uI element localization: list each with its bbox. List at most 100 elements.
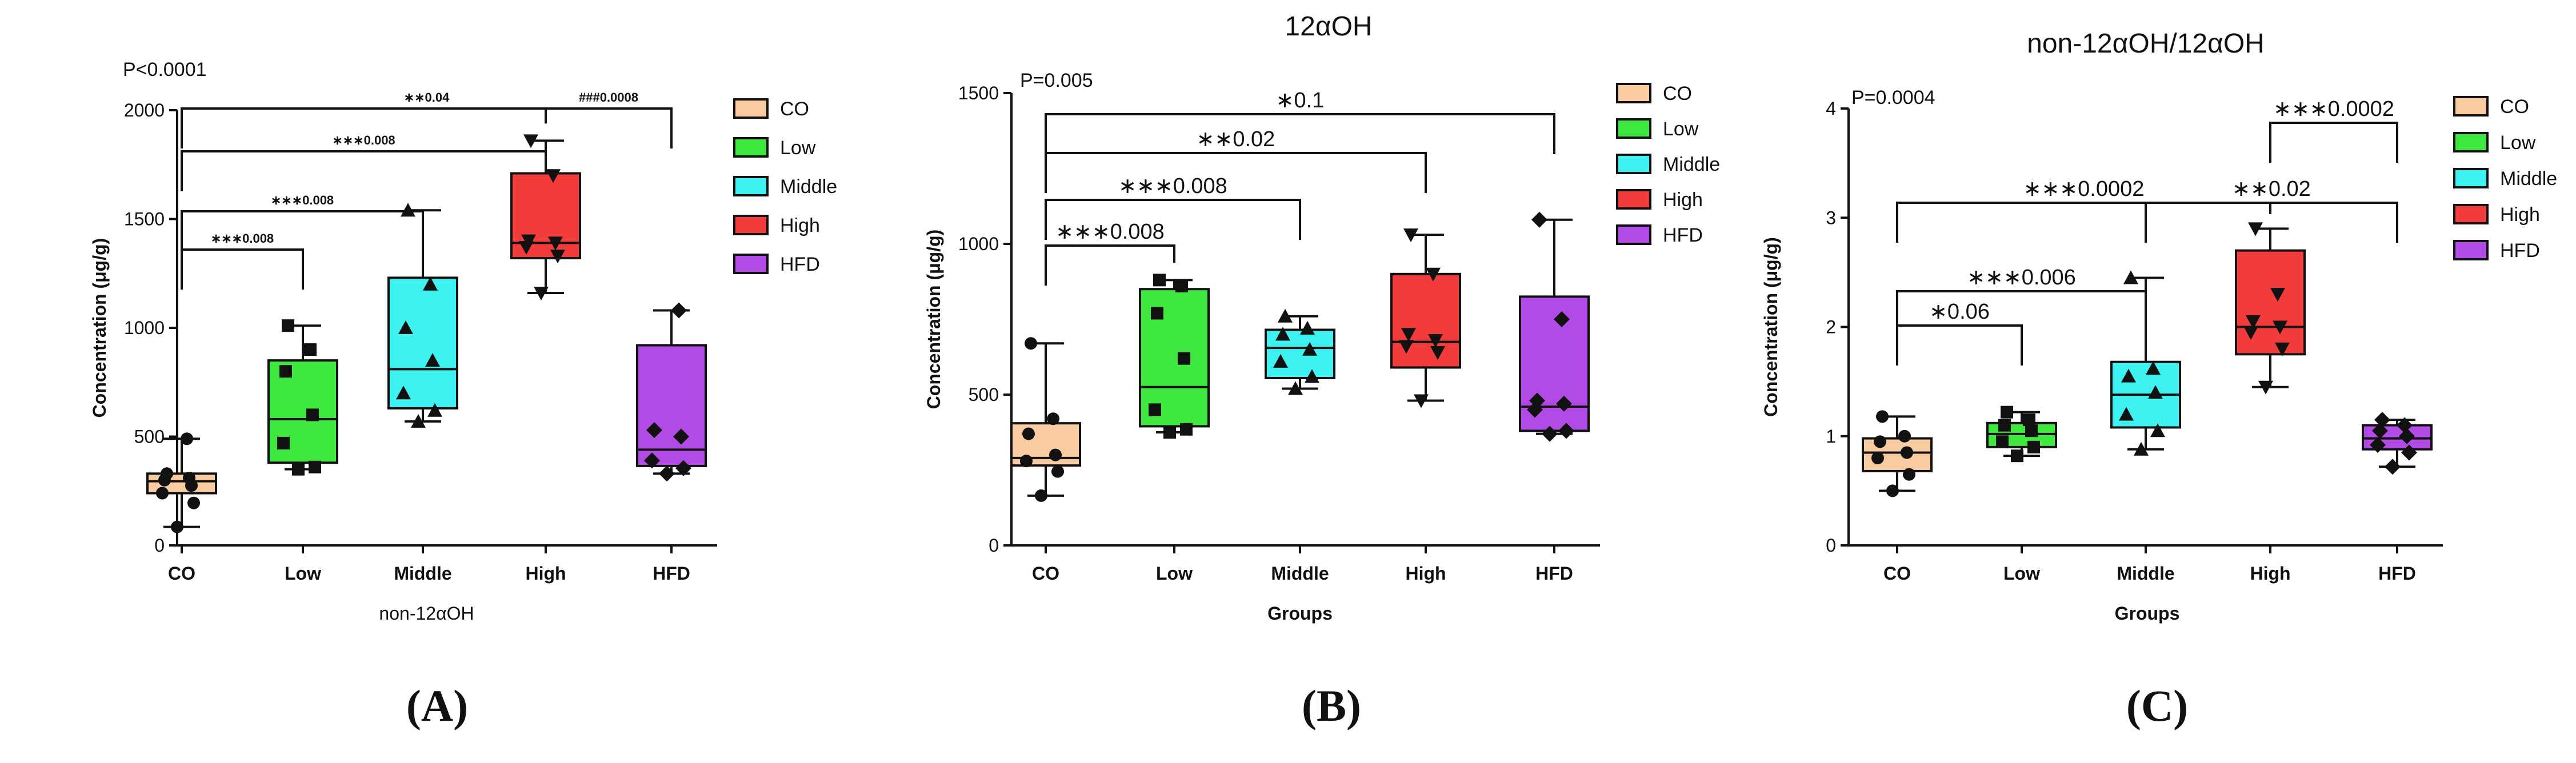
significance-bracket: ∗∗∗0.008 — [181, 133, 547, 191]
legend-swatch — [2453, 96, 2489, 117]
data-point — [523, 134, 538, 148]
data-point — [2385, 459, 2401, 475]
bracket-line — [2145, 202, 2398, 243]
significance-bracket: ∗0.1 — [1045, 89, 1555, 154]
data-point — [1273, 354, 1288, 368]
data-point — [1288, 381, 1303, 395]
data-point — [304, 343, 317, 356]
data-point — [161, 467, 173, 480]
legend-label: CO — [1663, 83, 1692, 105]
data-point — [1886, 484, 1899, 497]
data-point — [1531, 211, 1547, 228]
bracket-line — [1045, 113, 1555, 154]
data-point — [1153, 274, 1166, 287]
data-point — [1022, 427, 1035, 440]
data-point — [181, 432, 193, 445]
y-tick-label: 1500 — [958, 83, 999, 103]
data-point — [292, 463, 305, 476]
legend-item-co: CO — [2453, 96, 2529, 118]
significance-bracket: ∗∗∗0.008 — [1045, 174, 1301, 240]
legend-item-low: Low — [733, 137, 816, 159]
data-point — [1047, 412, 1059, 425]
data-point — [1874, 435, 1886, 448]
bracket-label: ∗∗0.02 — [2232, 177, 2311, 201]
data-point — [1996, 435, 2009, 448]
significance-bracket: ∗∗0.02 — [1045, 127, 1427, 193]
significance-bracket: ∗∗∗0.008 — [181, 231, 304, 290]
bracket-line — [1045, 152, 1427, 193]
bracket-label: ∗∗∗0.008 — [332, 133, 395, 147]
data-point — [1542, 425, 1558, 442]
legend-swatch — [733, 215, 769, 235]
p-value: P=0.005 — [1020, 70, 1093, 91]
data-point — [171, 520, 183, 533]
bracket-label: ∗∗∗0.008 — [271, 193, 334, 207]
x-tick-label: CO — [1032, 563, 1059, 584]
legend-label: CO — [2500, 96, 2529, 118]
x-tick-label: High — [525, 563, 566, 584]
data-point — [401, 203, 415, 217]
data-point — [1035, 489, 1047, 502]
bracket-line — [181, 150, 547, 191]
data-point — [2243, 326, 2258, 340]
data-point — [1998, 419, 2011, 432]
box-co — [146, 432, 217, 533]
data-point — [646, 422, 662, 439]
data-point — [550, 250, 565, 264]
x-tick-label: HFD — [653, 563, 690, 584]
data-point — [2134, 441, 2149, 456]
chart-panel-2: non-12αOH/12αOH 0 1 2 3 4 Concentration (μg/g)… — [1761, 29, 2557, 624]
legend-swatch — [1616, 118, 1651, 139]
legend-label: High — [780, 215, 820, 236]
legend-swatch — [1616, 224, 1651, 245]
data-point — [2372, 423, 2388, 439]
legend-label: HFD — [780, 254, 820, 275]
legend-swatch — [2453, 204, 2489, 224]
panel-label: (B) — [1302, 681, 1361, 730]
chart-title: 12αOH — [1285, 11, 1372, 42]
data-point — [671, 302, 687, 319]
bracket-label: ∗∗∗0.0002 — [2023, 177, 2145, 201]
legend-item-high: High — [1616, 189, 1703, 211]
legend-swatch — [733, 254, 769, 274]
y-tick-label: 4 — [1826, 98, 1836, 119]
data-point — [1403, 228, 1418, 243]
data-point — [1414, 394, 1429, 408]
bracket-line — [1896, 202, 2271, 243]
data-point — [2370, 437, 2386, 453]
box-co — [1010, 337, 1081, 502]
data-point — [1401, 328, 1416, 342]
bracket-line — [181, 210, 424, 251]
legend-label: CO — [780, 98, 809, 120]
x-tick-label: Low — [1156, 563, 1193, 584]
significance-bracket: ∗∗∗0.0002 — [1896, 177, 2271, 243]
data-point — [156, 487, 169, 500]
bracket-line — [1045, 199, 1301, 240]
data-point — [1180, 423, 1193, 436]
data-point — [2023, 413, 2035, 427]
data-point — [1898, 429, 1911, 443]
box-body — [387, 276, 458, 409]
legend-swatch — [2453, 132, 2489, 152]
data-point — [2374, 412, 2390, 428]
legend-label: Middle — [1663, 154, 1720, 175]
bracket-label: ∗∗∗0.008 — [211, 231, 274, 246]
data-point — [398, 320, 413, 334]
data-point — [2246, 315, 2261, 329]
legend-label: High — [2500, 204, 2540, 226]
significance-bracket: ∗∗∗0.008 — [1045, 220, 1175, 286]
data-point — [2401, 444, 2417, 461]
box-body — [1390, 272, 1461, 369]
legend-swatch — [733, 98, 769, 119]
legend-item-hfd: HFD — [733, 254, 820, 275]
data-point — [2275, 342, 2290, 356]
legend-label: Low — [780, 137, 816, 159]
data-point — [423, 276, 438, 291]
significance-bracket: ∗0.06 — [1896, 300, 2023, 366]
data-point — [1558, 423, 1574, 439]
box-high — [1390, 228, 1461, 408]
legend-item-middle: Middle — [2453, 168, 2557, 190]
data-point — [1871, 452, 1884, 464]
legend-item-co: CO — [733, 98, 809, 120]
